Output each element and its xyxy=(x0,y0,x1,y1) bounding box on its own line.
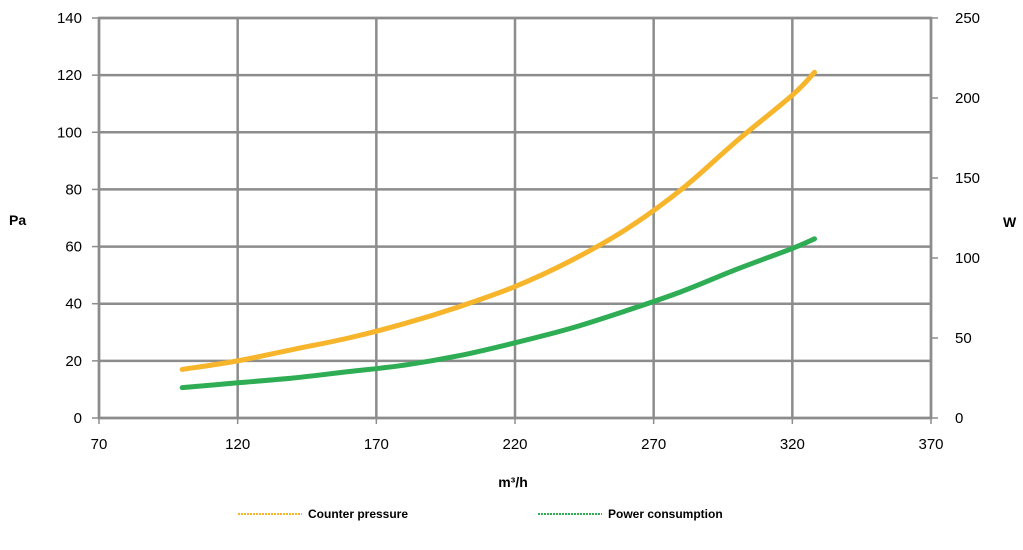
axes xyxy=(92,16,938,424)
tick-labels: 70 120 170 220 270 320 370 0 20 40 60 80 100 120 140 0 5… xyxy=(57,10,980,453)
y-left-tick-label: 120 xyxy=(57,67,82,84)
x-tick-label: 320 xyxy=(780,436,805,453)
y-axis-left-title: Pa xyxy=(9,212,26,228)
x-tick-label: 370 xyxy=(918,436,943,453)
y-left-tick-label: 100 xyxy=(57,124,82,141)
series-line-counter-pressure xyxy=(179,69,818,372)
y-left-tick-label: 60 xyxy=(65,239,82,256)
x-tick-label: 170 xyxy=(364,436,389,453)
legend: Counter pressure Power consumption xyxy=(238,507,723,521)
y-left-tick-label: 0 xyxy=(74,410,82,427)
y-left-tick-label: 80 xyxy=(65,181,82,198)
y-right-tick-label: 50 xyxy=(955,330,972,347)
x-axis-title: m³/h xyxy=(498,474,528,490)
x-tick-label: 270 xyxy=(641,436,666,453)
y-axis-right-title: W xyxy=(1003,214,1017,230)
x-tick-label: 120 xyxy=(225,436,250,453)
y-right-tick-label: 250 xyxy=(955,10,980,27)
legend-label-power-consumption: Power consumption xyxy=(608,507,723,521)
y-right-tick-label: 100 xyxy=(955,250,980,267)
y-right-tick-label: 200 xyxy=(955,90,980,107)
y-left-tick-label: 140 xyxy=(57,10,82,27)
plot-area-border xyxy=(97,16,933,420)
series xyxy=(179,69,818,391)
grid xyxy=(97,16,933,420)
legend-label-counter-pressure: Counter pressure xyxy=(308,507,408,521)
y-left-tick-label: 40 xyxy=(65,296,82,313)
y-right-tick-label: 150 xyxy=(955,170,980,187)
y-left-tick-label: 20 xyxy=(65,353,82,370)
y-right-tick-label: 0 xyxy=(955,410,963,427)
series-line-power-consumption xyxy=(179,236,818,391)
x-tick-label: 70 xyxy=(91,436,108,453)
x-tick-label: 220 xyxy=(502,436,527,453)
